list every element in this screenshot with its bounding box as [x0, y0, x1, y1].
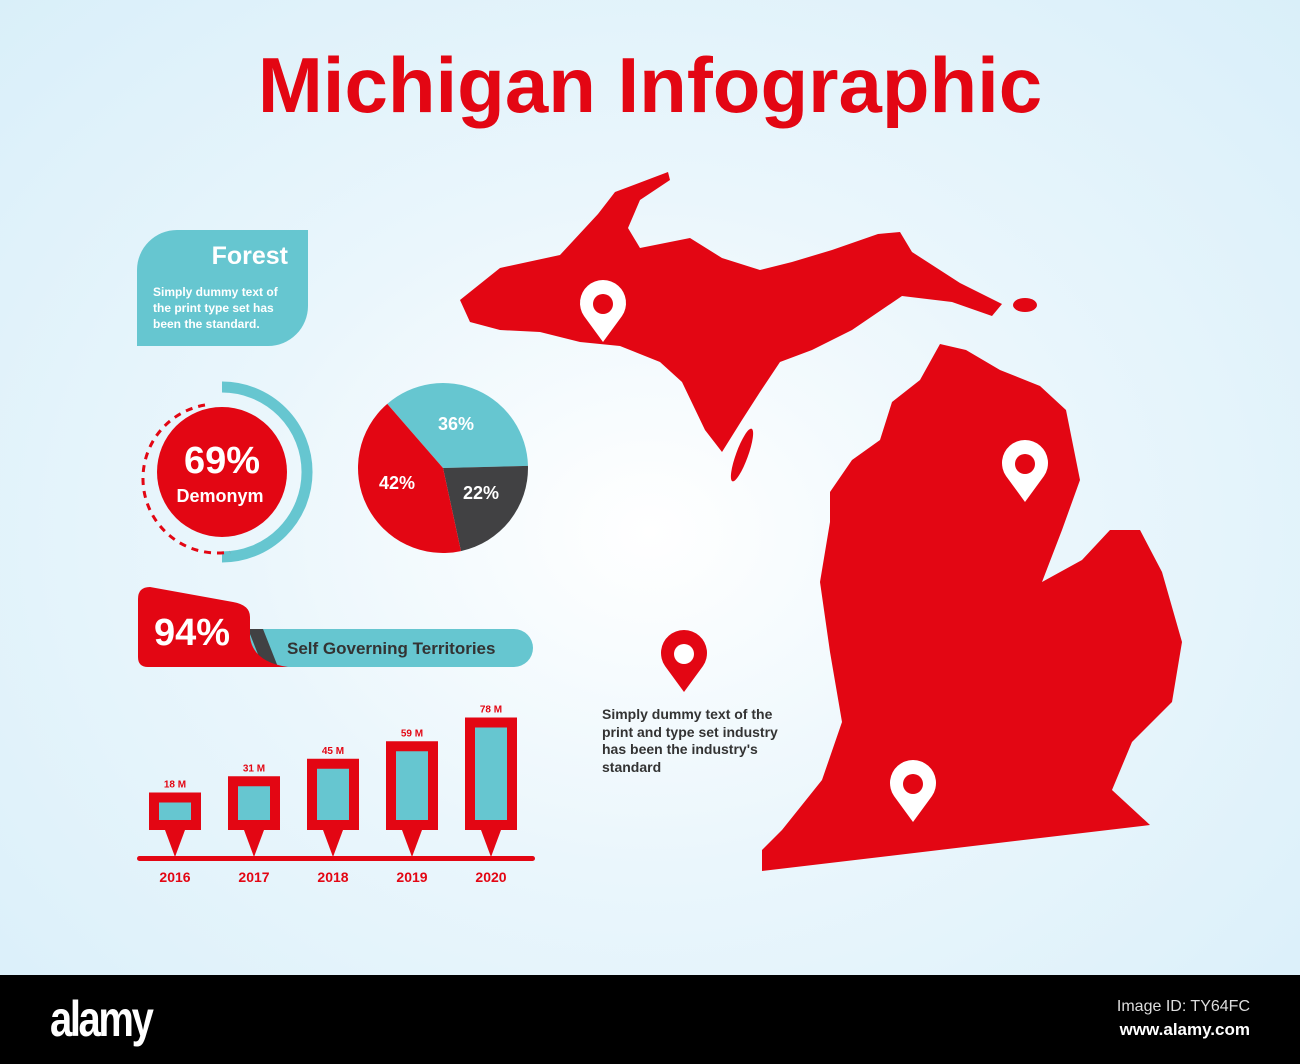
bar-2018 [317, 768, 349, 820]
bar-2020 [475, 727, 507, 820]
map-note: Simply dummy text of the print and type … [602, 706, 778, 775]
map-pin-hole [903, 774, 923, 794]
pie-label-36: 36% [438, 414, 475, 434]
alamy-logo: alamy [50, 991, 154, 1047]
bar-year-label: 2019 [396, 869, 427, 885]
bar-year-label: 2016 [159, 869, 190, 885]
page-title: Michigan Infographic [257, 41, 1043, 129]
site-url: www.alamy.com [1119, 1020, 1250, 1039]
upper-peninsula [460, 172, 1002, 452]
territories-value: 94% [154, 612, 231, 654]
pie-chart [357, 383, 528, 553]
donut-value: 69% [183, 440, 261, 482]
bar-data-label: 18 M [164, 780, 186, 791]
footer-bar [0, 975, 1300, 1064]
bar-baseline [137, 856, 535, 861]
map-pin-hole [593, 294, 613, 314]
bar-pointer [244, 830, 264, 857]
forest-text: Simply dummy text of the print type set … [153, 285, 278, 331]
bar-data-label: 59 M [401, 728, 423, 739]
territories-label: Self Governing Territories [287, 639, 496, 658]
bar-data-label: 78 M [480, 705, 502, 716]
donut-dashed-arc [141, 403, 231, 555]
bar-chart: 18 M 2016 31 M 2017 45 M 2018 59 M 2019 78 M 2020 [137, 705, 535, 885]
image-id: Image ID: TY64FC [1116, 998, 1250, 1015]
pie-slice-1 [443, 465, 528, 552]
territories-bar [138, 587, 533, 667]
forest-heading: Forest [211, 242, 288, 270]
bar-2019 [396, 751, 428, 820]
donut-center [157, 407, 287, 537]
bar-2017 [238, 786, 270, 820]
pie-slice-2 [357, 403, 461, 553]
donut-chart [141, 381, 313, 563]
bar-pointer [165, 830, 185, 857]
bar-data-label: 45 M [322, 746, 344, 757]
bar-2016 [159, 802, 191, 820]
pie-label-22: 22% [463, 483, 500, 503]
bar-pointer [323, 830, 343, 857]
michigan-map [460, 172, 1182, 871]
lower-peninsula [762, 344, 1182, 871]
bar-pointer [402, 830, 422, 857]
map-pin-hole [1015, 454, 1035, 474]
bar-pointer [481, 830, 501, 857]
bar-year-label: 2020 [475, 869, 506, 885]
bar-data-label: 31 M [243, 763, 265, 774]
bar-year-label: 2018 [317, 869, 348, 885]
pie-label-42: 42% [379, 473, 416, 493]
forest-card: Forest Simply dummy text of the print ty… [137, 230, 308, 346]
map-pin-hole [674, 644, 694, 664]
bar-year-label: 2017 [238, 869, 269, 885]
donut-label: Demonym [176, 486, 264, 506]
donut-ring [221, 381, 313, 563]
pie-slice-0 [387, 383, 528, 468]
